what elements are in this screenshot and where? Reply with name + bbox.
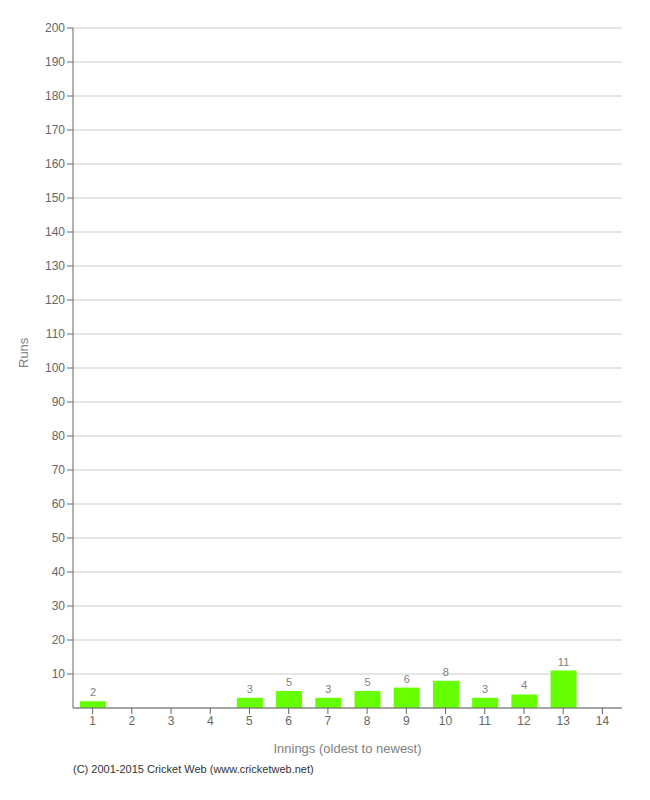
svg-text:110: 110 [46,327,65,341]
svg-text:10: 10 [52,667,66,681]
svg-text:120: 120 [45,293,65,307]
svg-text:190: 190 [45,55,65,69]
svg-text:Runs: Runs [16,337,31,368]
svg-text:180: 180 [45,89,65,103]
svg-text:20: 20 [52,633,66,647]
svg-text:4: 4 [521,679,527,691]
svg-text:150: 150 [45,191,65,205]
svg-text:13: 13 [556,714,570,728]
svg-text:5: 5 [364,676,370,688]
svg-text:6: 6 [285,714,292,728]
svg-text:5: 5 [246,714,253,728]
svg-text:3: 3 [482,683,488,695]
svg-text:2: 2 [90,686,96,698]
svg-text:11: 11 [558,656,569,668]
svg-text:160: 160 [45,157,65,171]
svg-text:9: 9 [403,714,410,728]
svg-text:170: 170 [45,123,65,137]
svg-text:7: 7 [325,714,332,728]
svg-text:3: 3 [247,683,253,695]
svg-text:30: 30 [52,599,66,613]
svg-text:40: 40 [52,565,66,579]
svg-text:6: 6 [404,673,410,685]
svg-text:140: 140 [45,225,65,239]
svg-text:4: 4 [207,714,214,728]
svg-text:3: 3 [168,714,175,728]
svg-text:11: 11 [479,714,492,728]
svg-text:10: 10 [439,714,453,728]
svg-text:130: 130 [45,259,65,273]
svg-text:80: 80 [52,429,66,443]
svg-text:Innings (oldest to newest): Innings (oldest to newest) [273,741,421,756]
svg-text:100: 100 [45,361,65,375]
svg-text:5: 5 [286,676,292,688]
svg-text:50: 50 [52,531,66,545]
svg-text:3: 3 [325,683,331,695]
svg-text:200: 200 [45,21,65,35]
svg-text:2: 2 [128,714,135,728]
svg-text:8: 8 [443,666,449,678]
svg-text:12: 12 [517,714,531,728]
svg-text:14: 14 [596,714,610,728]
svg-text:1: 1 [89,714,96,728]
svg-text:90: 90 [52,395,66,409]
svg-text:8: 8 [364,714,371,728]
svg-text:60: 60 [52,497,66,511]
svg-text:70: 70 [52,463,66,477]
html-text:(C) 2001-2015 Cricket Web (www: (C) 2001-2015 Cricket Web (www.cricketwe… [73,763,314,775]
